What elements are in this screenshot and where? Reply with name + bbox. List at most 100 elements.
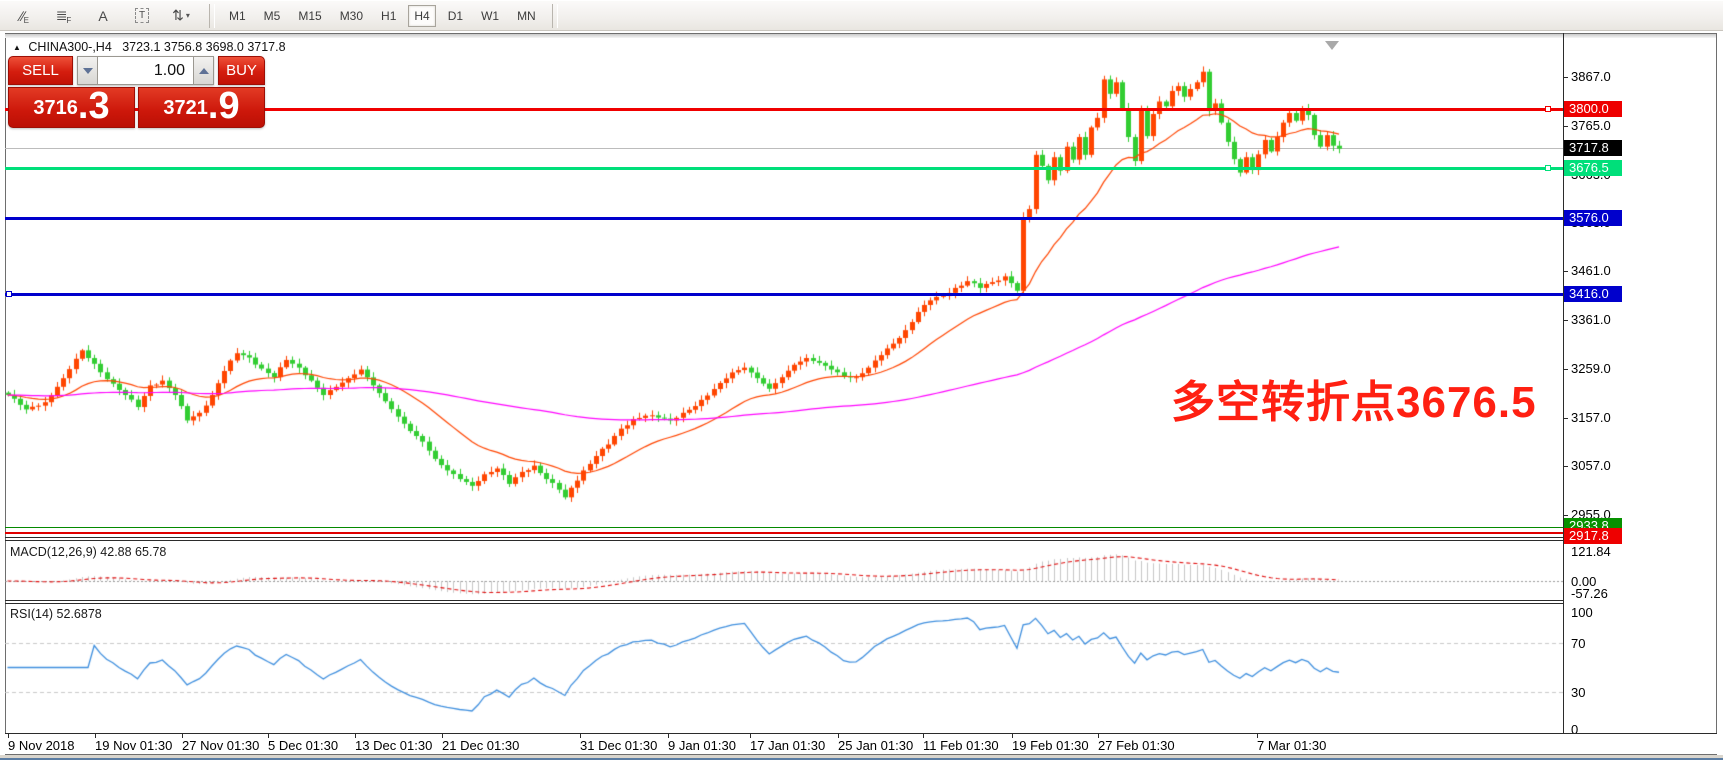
- rsi-scale-30: 30: [1571, 685, 1586, 700]
- price-tick: [1563, 418, 1568, 419]
- price-tick: [1563, 466, 1568, 467]
- time-label: 7 Mar 01:30: [1257, 738, 1327, 753]
- timeframe-mn[interactable]: MN: [517, 8, 536, 23]
- price-tick-label: 3259.0: [1571, 361, 1611, 376]
- time-tick: [8, 734, 9, 738]
- price-tick: [1563, 126, 1568, 127]
- price-axis[interactable]: [1563, 33, 1564, 733]
- hline-pivot-3676-5-handle[interactable]: [1545, 165, 1551, 171]
- equidistant-channel-icon[interactable]: ∕∕ E: [19, 7, 30, 26]
- rsi-scale-0: 0: [1571, 722, 1579, 737]
- time-label: 13 Dec 01:30: [355, 738, 433, 753]
- timeframe-m30[interactable]: M30: [339, 8, 364, 23]
- toolbar-separator: [209, 3, 215, 28]
- text-label-icon[interactable]: T: [127, 4, 157, 28]
- time-tick: [668, 734, 669, 738]
- fibonacci-icon[interactable]: ≣ F: [55, 7, 72, 25]
- timeframe-m5[interactable]: M5: [263, 8, 281, 23]
- rsi-scale-100: 100: [1571, 605, 1593, 620]
- scroll-to-end-marker-icon[interactable]: [1325, 41, 1339, 50]
- time-tick: [838, 734, 839, 738]
- price-badge-3800-0: 3800.0: [1564, 101, 1622, 117]
- time-label: 9 Jan 01:30: [668, 738, 736, 753]
- timeframe-m1[interactable]: M1: [229, 8, 246, 23]
- time-label: 25 Jan 01:30: [838, 738, 914, 753]
- time-tick: [923, 734, 924, 738]
- timeframe-m15[interactable]: M15: [298, 8, 322, 23]
- sell-button[interactable]: SELL: [8, 56, 73, 85]
- arrows-icon-glyph: ⇅: [172, 7, 184, 23]
- time-label: 9 Nov 2018: [8, 738, 75, 753]
- status-strip: [0, 755, 1723, 758]
- arrows-icon[interactable]: ⇅ ▾: [172, 7, 190, 23]
- time-tick: [580, 734, 581, 738]
- hline-resistance-3800-handle[interactable]: [1545, 106, 1551, 112]
- price-tick-label: 3461.0: [1571, 263, 1611, 278]
- annotation-text[interactable]: 多空转折点3676.5: [1171, 378, 1537, 427]
- buy-price-main: 3721: [163, 97, 208, 119]
- pane-separator-macd-rsi-2: [5, 603, 1564, 604]
- buy-price-button[interactable]: 3721.9: [138, 87, 265, 128]
- fibonacci-icon-glyph: ≣: [55, 7, 68, 23]
- timeframe-h1[interactable]: H1: [381, 8, 397, 23]
- hline-support-3416-handle[interactable]: [6, 291, 12, 297]
- macd-scale--57.26: -57.26: [1571, 586, 1608, 601]
- price-badge-3416-0: 3416.0: [1564, 286, 1622, 302]
- toolbar-separator-2: [551, 3, 558, 28]
- time-label: 19 Feb 01:30: [1012, 738, 1089, 753]
- volume-increase-button[interactable]: [193, 56, 214, 85]
- volume-decrease-button[interactable]: [77, 56, 98, 85]
- time-tick: [268, 734, 269, 738]
- triangle-down-icon: [82, 67, 93, 74]
- time-label: 21 Dec 01:30: [442, 738, 520, 753]
- pane-separator-price-macd[interactable]: [5, 537, 1564, 538]
- hline-resistance-3800[interactable]: [5, 107, 1563, 111]
- price-tick-label: 3157.0: [1571, 410, 1611, 425]
- price-tick-label: 3867.0: [1571, 69, 1611, 84]
- macd-scale-0.00: 0.00: [1571, 574, 1597, 589]
- time-tick: [95, 734, 96, 738]
- price-tick-label: 3765.0: [1571, 118, 1611, 133]
- collapse-panel-arrow-icon[interactable]: ▲: [13, 43, 21, 52]
- hline-2917-8[interactable]: [5, 532, 1563, 534]
- macd-label: MACD(12,26,9) 42.88 65.78: [10, 545, 167, 559]
- time-tick: [442, 734, 443, 738]
- time-label: 27 Feb 01:30: [1098, 738, 1175, 753]
- timeframe-w1[interactable]: W1: [481, 8, 500, 23]
- toolbar: ∕∕ E ≣ F A T ⇅ ▾ M1 M5 M15 M30 H1 H4 D1 W1 MN: [0, 0, 1723, 31]
- volume-input[interactable]: [98, 56, 193, 85]
- hline-pivot-3676-5[interactable]: [5, 166, 1563, 170]
- sell-price-button[interactable]: 3716.3: [8, 87, 135, 128]
- time-label: 27 Nov 01:30: [182, 738, 260, 753]
- hline-support-3576[interactable]: [5, 216, 1563, 220]
- time-tick: [1012, 734, 1013, 738]
- text-icon[interactable]: A: [88, 4, 118, 28]
- hline-2933-8[interactable]: [5, 526, 1563, 528]
- price-tick: [1563, 77, 1568, 78]
- symbol-title: CHINA300-,H4: [28, 40, 112, 54]
- price-tick: [1563, 320, 1568, 321]
- pane-separator-price-macd-2: [5, 540, 1564, 541]
- timeframe-buttons: M1 M5 M15 M30 H1 H4 D1 W1 MN: [223, 4, 548, 27]
- sell-price-pips: .3: [77, 85, 110, 127]
- macd-scale-121.84: 121.84: [1571, 544, 1611, 559]
- time-label: 17 Jan 01:30: [750, 738, 826, 753]
- time-tick: [1257, 734, 1258, 738]
- time-label: 31 Dec 01:30: [580, 738, 658, 753]
- hline-support-3416[interactable]: [5, 292, 1563, 296]
- window-bottom-edge: [0, 758, 1723, 760]
- price-tick-label: 3361.0: [1571, 312, 1611, 327]
- symbol-ohlc: 3723.1 3756.8 3698.0 3717.8: [122, 40, 286, 54]
- time-tick: [182, 734, 183, 738]
- timeframe-d1[interactable]: D1: [447, 8, 464, 23]
- buy-button[interactable]: BUY: [218, 56, 265, 85]
- time-tick: [1098, 734, 1099, 738]
- timeframe-h4[interactable]: H4: [408, 4, 436, 27]
- time-tick: [355, 734, 356, 738]
- price-chart-canvas[interactable]: [5, 33, 1563, 755]
- price-badge-3576-0: 3576.0: [1564, 210, 1622, 226]
- price-badge-3676-5: 3676.5: [1564, 160, 1622, 176]
- time-axis[interactable]: 9 Nov 2018 19 Nov 01:30 27 Nov 01:30 5 Dec …: [5, 733, 1717, 754]
- pane-separator-macd-rsi[interactable]: [5, 600, 1564, 601]
